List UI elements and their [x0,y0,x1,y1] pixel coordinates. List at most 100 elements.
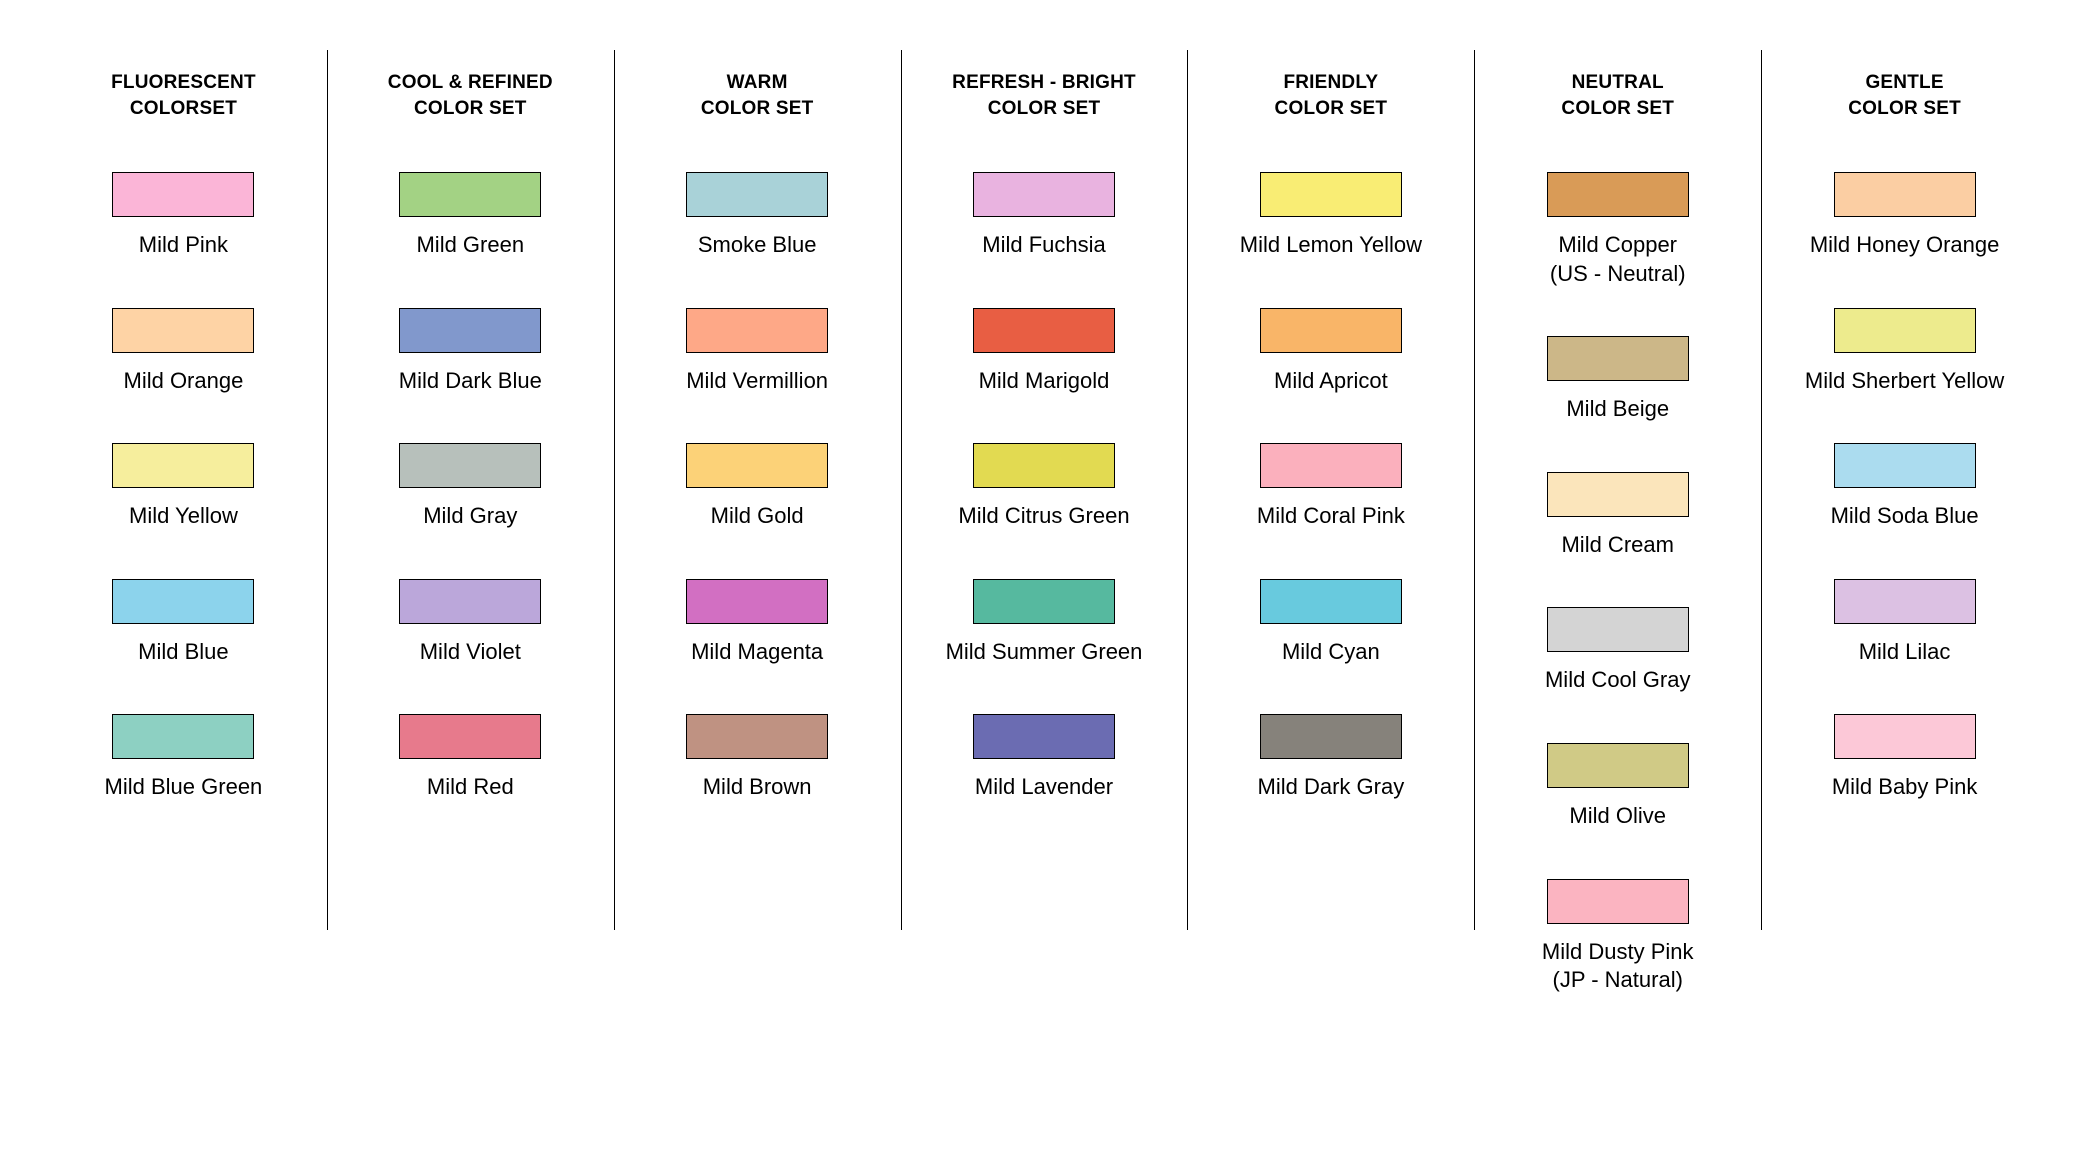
swatch-box [686,443,828,488]
column-header: GENTLE COLOR SET [1848,70,1961,122]
swatch-label: Mild Vermillion [686,367,828,396]
swatch-box [1547,472,1689,517]
swatch-label: Mild Sherbert Yellow [1805,367,2004,396]
colorset-column: FRIENDLY COLOR SETMild Lemon YellowMild … [1187,50,1474,1043]
swatch-box [1547,172,1689,217]
swatch-label: Mild Violet [420,638,521,667]
swatch-item: Mild Cyan [1260,579,1402,667]
swatch-box [686,172,828,217]
column-header: NEUTRAL COLOR SET [1561,70,1674,122]
swatch-label: Mild Apricot [1274,367,1388,396]
swatch-item: Mild Honey Orange [1810,172,2000,260]
swatch-label: Mild Cream [1561,531,1673,560]
swatch-item: Mild Beige [1547,336,1689,424]
swatch-item: Mild Yellow [112,443,254,531]
swatch-box [1834,714,1976,759]
swatch-item: Mild Summer Green [946,579,1143,667]
swatch-label: Mild Dark Blue [399,367,542,396]
colorset-column: COOL & REFINED COLOR SET Mild Green Mild D… [327,50,614,1043]
swatch-box [1547,879,1689,924]
column-header: REFRESH - BRIGHT COLOR SET [952,70,1136,122]
swatch-label: Mild Red [427,773,514,802]
swatch-label: Mild Green [416,231,524,260]
swatch-label: Mild Blue Green [105,773,263,802]
colorset-grid: FLUORESCENT COLORSETMild PinkMild Orange… [40,50,2048,1043]
swatch-item: Smoke Blue [686,172,828,260]
swatch-box [112,579,254,624]
swatch-item: Mild Copper (US - Neutral) [1547,172,1689,288]
swatch-label: Smoke Blue [698,231,817,260]
swatch-box [686,308,828,353]
swatch-box [112,308,254,353]
swatch-item: Mild Pink [112,172,254,260]
swatch-item: Mild Green [399,172,541,260]
swatch-item: Mild Cream [1547,472,1689,560]
swatch-item: Mild Apricot [1260,308,1402,396]
swatch-box [1547,743,1689,788]
swatch-item: Mild Lilac [1834,579,1976,667]
swatch-item: Mild Olive [1547,743,1689,831]
swatch-item: Mild Blue Green [105,714,263,802]
swatch-label: Mild Dusty Pink (JP - Natural) [1542,938,1694,995]
swatch-item: Mild Dusty Pink (JP - Natural) [1542,879,1694,995]
swatch-item: Mild Magenta [686,579,828,667]
swatch-label: Mild Magenta [691,638,823,667]
swatch-label: Mild Lemon Yellow [1240,231,1422,260]
swatch-box [112,443,254,488]
swatch-label: Mild Beige [1566,395,1669,424]
swatch-box [1834,443,1976,488]
swatch-item: Mild Lemon Yellow [1240,172,1422,260]
swatch-item: Mild Marigold [973,308,1115,396]
swatch-item: Mild Coral Pink [1257,443,1405,531]
swatch-item: Mild Red [399,714,541,802]
swatch-box [1260,714,1402,759]
swatch-box [399,172,541,217]
colorset-column: REFRESH - BRIGHT COLOR SET Mild Fuchsia Mi… [901,50,1188,1043]
swatch-box [399,714,541,759]
swatch-item: Mild Citrus Green [958,443,1129,531]
swatch-item: Mild Blue [112,579,254,667]
colorset-column: WARM COLOR SET Smoke Blue Mild Vermillion M… [614,50,901,1043]
swatch-label: Mild Coral Pink [1257,502,1405,531]
column-header: WARM COLOR SET [701,70,814,122]
swatch-label: Mild Pink [139,231,228,260]
swatch-box [686,579,828,624]
swatch-item: Mild Lavender [973,714,1115,802]
swatch-label: Mild Blue [138,638,228,667]
column-header: COOL & REFINED COLOR SET [388,70,553,122]
swatch-box [973,579,1115,624]
swatch-item: Mild Sherbert Yellow [1805,308,2004,396]
swatch-box [1260,308,1402,353]
swatch-label: Mild Orange [124,367,244,396]
swatch-label: Mild Honey Orange [1810,231,2000,260]
swatch-label: Mild Yellow [129,502,238,531]
swatch-label: Mild Lilac [1859,638,1951,667]
swatch-box [399,443,541,488]
swatch-item: Mild Gold [686,443,828,531]
swatch-item: Mild Violet [399,579,541,667]
swatch-item: Mild Fuchsia [973,172,1115,260]
swatch-box [399,579,541,624]
colorset-column: NEUTRAL COLOR SET Mild Copper (US - Neutr… [1474,50,1761,1043]
swatch-label: Mild Copper (US - Neutral) [1550,231,1686,288]
swatch-box [112,714,254,759]
swatch-box [973,714,1115,759]
swatch-box [399,308,541,353]
swatch-label: Mild Gold [711,502,804,531]
swatch-box [112,172,254,217]
swatch-label: Mild Lavender [975,773,1113,802]
swatch-label: Mild Summer Green [946,638,1143,667]
swatch-label: Mild Marigold [979,367,1110,396]
swatch-label: Mild Olive [1569,802,1666,831]
swatch-label: Mild Dark Gray [1258,773,1405,802]
swatch-item: Mild Baby Pink [1832,714,1978,802]
swatch-item: Mild Dark Gray [1258,714,1405,802]
swatch-label: Mild Gray [423,502,517,531]
swatch-item: Mild Vermillion [686,308,828,396]
swatch-label: Mild Cyan [1282,638,1380,667]
swatch-item: Mild Gray [399,443,541,531]
swatch-box [1260,172,1402,217]
swatch-box [973,308,1115,353]
swatch-item: Mild Soda Blue [1831,443,1979,531]
swatch-item: Mild Dark Blue [399,308,542,396]
